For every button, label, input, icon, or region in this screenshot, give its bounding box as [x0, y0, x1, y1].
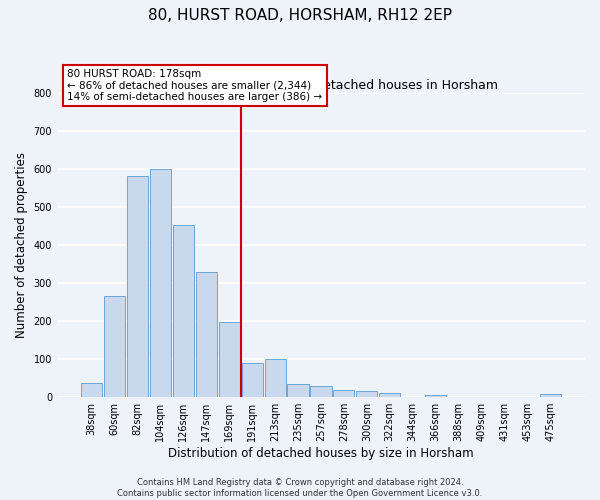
Bar [218, 322, 240, 397]
Bar [127, 176, 148, 397]
Bar [356, 392, 377, 397]
Bar [540, 394, 561, 397]
Bar [425, 395, 446, 397]
Bar [379, 394, 400, 397]
Bar [242, 363, 263, 397]
Title: Size of property relative to detached houses in Horsham: Size of property relative to detached ho… [144, 79, 498, 92]
Bar [334, 390, 355, 397]
Bar [150, 169, 171, 397]
Bar [196, 272, 217, 397]
Bar [173, 226, 194, 397]
Bar [104, 296, 125, 397]
Y-axis label: Number of detached properties: Number of detached properties [15, 152, 28, 338]
Text: Contains HM Land Registry data © Crown copyright and database right 2024.
Contai: Contains HM Land Registry data © Crown c… [118, 478, 482, 498]
Bar [287, 384, 308, 397]
Text: 80, HURST ROAD, HORSHAM, RH12 2EP: 80, HURST ROAD, HORSHAM, RH12 2EP [148, 8, 452, 22]
Bar [265, 359, 286, 397]
X-axis label: Distribution of detached houses by size in Horsham: Distribution of detached houses by size … [168, 447, 474, 460]
Bar [81, 383, 102, 397]
Bar [310, 386, 332, 397]
Text: 80 HURST ROAD: 178sqm
← 86% of detached houses are smaller (2,344)
14% of semi-d: 80 HURST ROAD: 178sqm ← 86% of detached … [67, 69, 323, 102]
